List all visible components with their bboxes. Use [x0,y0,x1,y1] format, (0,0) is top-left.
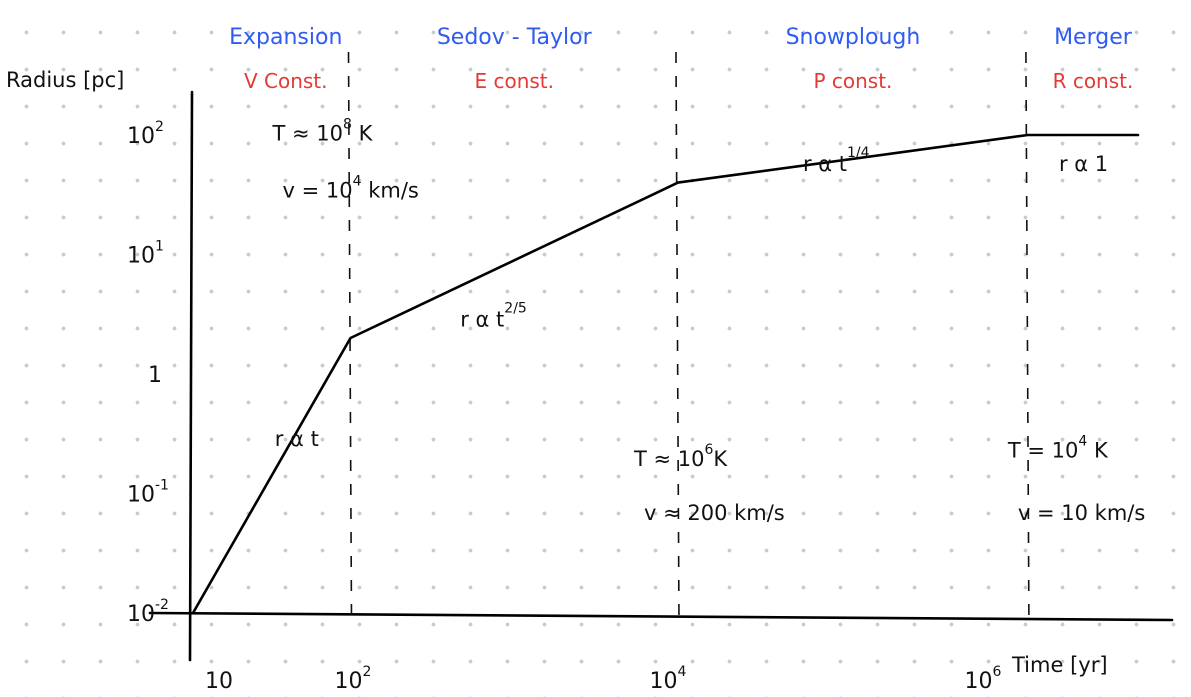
phase-constant-4: R const. [1053,69,1134,93]
y-tick-label-3: 1 [148,363,162,388]
condition-notes: T ≈ 108 K v = 104 km/s T ≈ 106K v ≈ 200 km/… [272,116,1146,525]
phase-constant-1: V Const. [244,69,328,93]
radius-curve [191,133,1140,615]
scaling-note-4: r α 1 [1059,152,1108,176]
temperature-note-2: T ≈ 106K [633,442,728,471]
x-axis [148,611,1174,622]
y-axis [188,90,194,662]
y-tick-label-2: 10-1 [127,478,169,508]
temperature-note-1: T ≈ 108 K [272,116,374,145]
x-tick-label-3: 104 [650,664,687,694]
scaling-note-2: r α t2/5 [460,300,527,331]
phase-name-2: Sedov - Taylor [437,25,593,50]
x-tick-label-1: 10 [205,669,233,694]
x-tick-label-4: 106 [965,664,1002,694]
phase-boundaries [347,51,1030,619]
y-tick-label-1: 10-2 [127,597,169,627]
y-tick-label-5: 102 [127,119,164,149]
velocity-note-2: v ≈ 200 km/s [644,501,785,525]
x-tick-label-2: 102 [335,664,372,694]
y-tick-label-4: 101 [127,239,164,269]
x-axis-title: Time [yr] [1011,653,1108,677]
radius-line-series-1 [191,133,1140,615]
phase-headers: Expansion V Const. Sedov - Taylor E const. S… [229,25,1133,93]
phase-boundary-3 [1025,51,1030,619]
temperature-note-3: T = 104 K [1007,434,1109,463]
y-tick-labels: 10-2 10-1 1 101 102 [127,119,169,627]
scaling-note-1: r α t [275,427,319,451]
phase-name-1: Expansion [229,25,342,50]
velocity-note-1: v = 104 km/s [283,173,419,202]
phase-name-4: Merger [1054,25,1133,50]
scaling-annotations: r α t r α t2/5 r α t1/4 r α 1 [275,145,1108,451]
velocity-note-3: v = 10 km/s [1018,501,1145,525]
phase-name-3: Snowplough [786,25,921,50]
x-tick-labels: 10 102 104 106 [205,664,1002,694]
scaling-note-3: r α t1/4 [803,145,870,176]
phase-boundary-2 [675,51,680,619]
phase-constant-3: P const. [813,69,892,93]
phase-constant-2: E const. [474,69,554,93]
y-axis-title: Radius [pc] [6,68,124,92]
